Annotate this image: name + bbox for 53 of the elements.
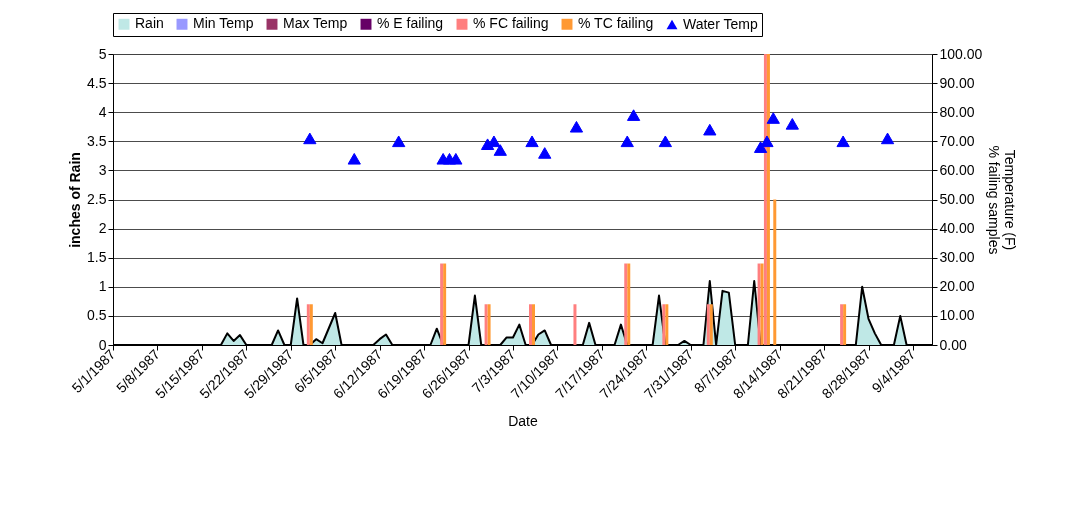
bar	[773, 199, 777, 345]
bar	[573, 304, 577, 345]
point	[487, 135, 501, 148]
y-axis-title: inches of Rain	[67, 152, 84, 248]
y-tick-label: 4.5	[87, 74, 107, 91]
y2-tick-label: 90.00	[939, 74, 975, 91]
legend-label: Min Temp	[193, 15, 254, 32]
y2-axis-title: Temperature (F) % failing samples	[986, 145, 1019, 255]
legend-label: Max Temp	[283, 15, 348, 32]
point	[538, 147, 552, 159]
point	[493, 144, 507, 156]
point	[392, 135, 406, 148]
point	[785, 118, 799, 130]
y2-tick-label: 30.00	[939, 249, 975, 266]
y2-tick-label: 10.00	[939, 307, 975, 324]
bar	[532, 304, 536, 345]
y2-tick-label: 20.00	[939, 278, 975, 295]
legend-label: Rain	[135, 15, 164, 32]
y2-tick-label: 60.00	[939, 161, 975, 178]
y2-tick-label: 0.00	[939, 336, 967, 353]
point	[303, 132, 317, 145]
x-axis-title: Date	[508, 413, 538, 430]
point	[449, 152, 463, 165]
y2-tick-label: 50.00	[939, 191, 975, 207]
legend-label: % E failing	[377, 15, 444, 32]
y-tick-label: 2.5	[87, 191, 107, 207]
point	[525, 135, 539, 148]
legend-label: % FC failing	[473, 15, 549, 32]
point	[658, 135, 672, 148]
point	[569, 120, 584, 133]
point	[753, 141, 768, 153]
y2-tick-label: 40.00	[939, 220, 975, 237]
y-tick-label: 1.5	[87, 249, 107, 266]
legend-label: Water Temp	[683, 15, 758, 32]
point	[766, 112, 780, 124]
y-tick-label: 3	[98, 161, 107, 178]
y-tick-label: 2	[98, 220, 107, 237]
y2-tick-label: 80.00	[939, 103, 975, 120]
y2-tick-label: 70.00	[939, 132, 975, 149]
point	[880, 132, 895, 145]
point	[836, 135, 850, 148]
y-tick-label: 0.5	[87, 307, 107, 324]
point	[626, 109, 641, 121]
y-tick-label: 5	[98, 45, 107, 62]
point	[703, 123, 717, 136]
legend-label: % TC failing	[578, 15, 654, 32]
y-tick-label: 1	[98, 278, 107, 295]
point	[347, 152, 361, 165]
y-tick-label: 4	[98, 103, 107, 120]
y-tick-label: 3.5	[87, 132, 107, 149]
y2-tick-label: 100.00	[939, 45, 983, 62]
point	[760, 135, 774, 148]
point	[620, 135, 634, 148]
